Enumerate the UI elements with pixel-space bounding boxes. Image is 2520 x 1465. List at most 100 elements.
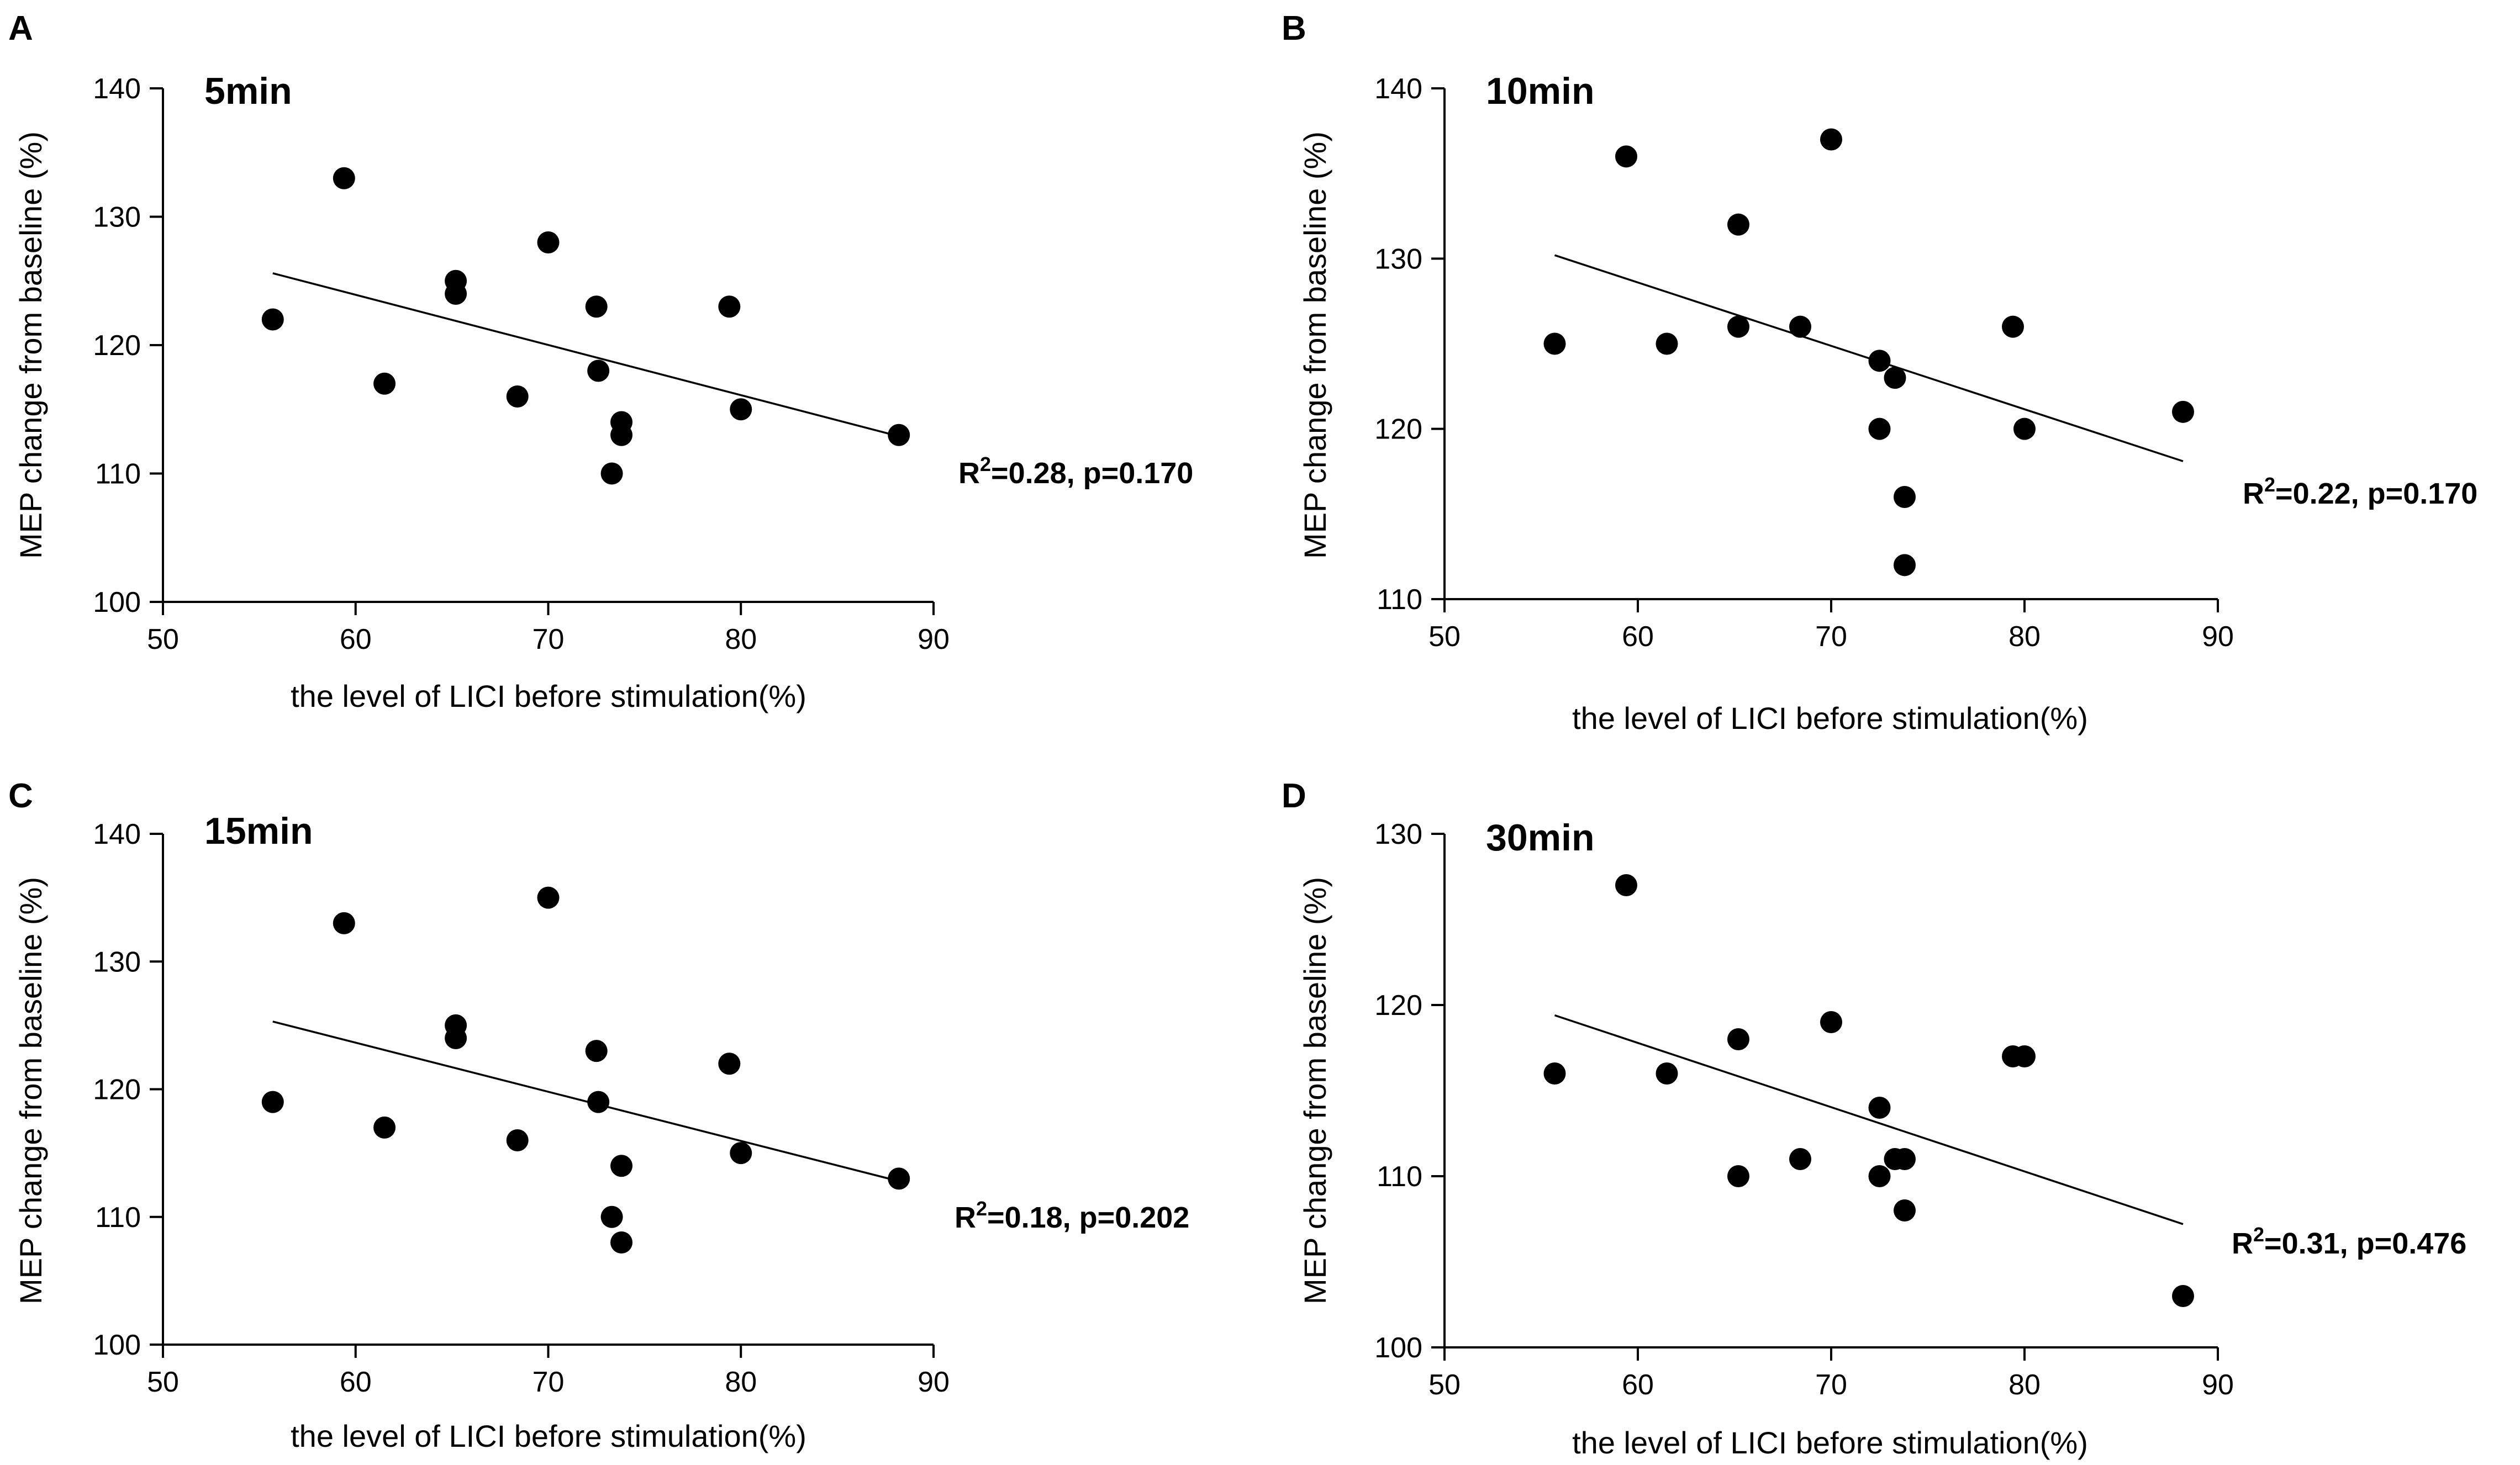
panel-b: B 10min 50 60 70 80 90 110 120 130 140 the level of…	[1282, 9, 2477, 736]
data-point	[718, 1053, 741, 1075]
data-point	[610, 1155, 633, 1177]
x-axis-label: the level of LICI before stimulation(%)	[291, 679, 806, 713]
stat-annotation: R2=0.28, p=0.170	[958, 453, 1193, 490]
x-tick-label: 50	[147, 623, 179, 655]
data-point	[506, 1129, 529, 1151]
data-point	[1894, 1148, 1916, 1170]
data-point	[587, 359, 610, 382]
y-tick-label: 140	[1374, 73, 1422, 105]
y-tick-label: 120	[93, 330, 141, 362]
y-tick-label: 110	[1377, 1161, 1422, 1193]
data-point	[1868, 1097, 1891, 1119]
data-point	[1727, 213, 1749, 236]
data-point	[610, 424, 633, 446]
regression-line	[272, 272, 899, 437]
x-tick-label: 60	[340, 623, 372, 655]
x-tick-label: 50	[1428, 1369, 1461, 1401]
data-point	[2172, 1285, 2194, 1307]
y-axis-label: MEP change from baseline (%)	[1298, 877, 1332, 1304]
data-point	[1894, 1199, 1916, 1221]
data-point	[1727, 1028, 1749, 1050]
data-point	[1820, 1011, 1842, 1033]
panel-letter: D	[1282, 777, 1306, 815]
x-tick-label: 90	[2202, 1369, 2234, 1401]
x-tick-label: 70	[533, 1366, 565, 1398]
data-point	[1789, 1148, 1811, 1170]
data-point	[600, 462, 623, 485]
data-point	[445, 283, 467, 305]
panel-letter: C	[8, 777, 33, 815]
panel-letter: B	[1282, 9, 1306, 47]
data-point	[730, 1142, 752, 1165]
x-tick-label: 80	[2008, 621, 2041, 653]
data-point	[1615, 874, 1637, 896]
data-point	[261, 308, 284, 331]
y-tick-label: 120	[1374, 990, 1422, 1022]
x-tick-label: 50	[1428, 621, 1461, 653]
y-tick-label: 120	[1374, 414, 1422, 446]
data-point	[587, 1091, 610, 1113]
y-tick-label: 110	[95, 458, 141, 490]
panel-a: A 5min 50 60 70 80 90 100 110 120 130 140 the level …	[8, 9, 1193, 713]
data-point	[537, 231, 560, 253]
y-axis-label: MEP change from baseline (%)	[13, 877, 48, 1304]
y-tick-label: 130	[93, 202, 141, 234]
data-point	[1894, 486, 1916, 508]
y-tick-label: 130	[93, 946, 141, 978]
y-tick-label: 120	[93, 1074, 141, 1106]
data-point	[373, 1116, 396, 1139]
y-tick-label: 110	[1377, 584, 1422, 616]
x-tick-label: 60	[340, 1366, 372, 1398]
x-tick-label: 90	[918, 1366, 950, 1398]
stat-annotation: R2=0.22, p=0.170	[2243, 473, 2477, 510]
data-point	[1868, 417, 1891, 440]
y-tick-label: 140	[93, 818, 141, 850]
data-point	[1894, 554, 1916, 577]
y-tick-label: 130	[1374, 818, 1422, 850]
stat-annotation: R2=0.31, p=0.476	[2232, 1223, 2466, 1260]
y-tick-label: 130	[1374, 243, 1422, 275]
y-axis-label: MEP change from baseline (%)	[13, 131, 48, 559]
x-tick-label: 70	[533, 623, 565, 655]
data-point	[333, 167, 355, 189]
x-tick-label: 60	[1622, 1369, 1654, 1401]
data-point	[1820, 128, 1842, 151]
x-tick-label: 80	[725, 1366, 757, 1398]
data-point	[888, 424, 910, 446]
data-point	[1543, 332, 1566, 355]
regression-line	[1554, 1014, 2184, 1225]
data-point	[1656, 332, 1678, 355]
x-tick-label: 80	[2008, 1369, 2041, 1401]
panel-letter: A	[8, 9, 33, 47]
data-point	[888, 1167, 910, 1190]
data-point	[585, 1040, 608, 1062]
data-point	[445, 1027, 467, 1049]
panel-title: 10min	[1486, 70, 1595, 112]
data-point	[1884, 367, 1906, 389]
data-point	[610, 1231, 633, 1254]
y-tick-label: 100	[93, 1329, 141, 1361]
x-axis-label: the level of LICI before stimulation(%)	[291, 1419, 806, 1453]
panel-title: 15min	[204, 810, 313, 852]
stat-annotation: R2=0.18, p=0.202	[955, 1197, 1189, 1234]
data-point	[1727, 1165, 1749, 1187]
data-point	[730, 398, 752, 421]
x-axis-label: the level of LICI before stimulation(%)	[1572, 1425, 2088, 1460]
x-tick-label: 60	[1622, 621, 1654, 653]
data-point	[506, 385, 529, 408]
panel-d: D 30min 50 60 70 80 90 100 110 120 130 the level of…	[1282, 777, 2466, 1460]
y-axis-label: MEP change from baseline (%)	[1298, 131, 1332, 559]
regression-line	[272, 1020, 899, 1182]
data-point	[1543, 1062, 1566, 1085]
y-tick-label: 100	[93, 586, 141, 618]
data-point	[1615, 145, 1637, 168]
x-tick-label: 50	[147, 1366, 179, 1398]
data-point	[718, 295, 741, 318]
data-point	[373, 372, 396, 395]
data-point	[537, 886, 560, 909]
data-point	[1727, 315, 1749, 338]
data-point	[1868, 1165, 1891, 1187]
panel-c: C 15min 50 60 70 80 90 100 110 120 130 140 the level…	[8, 777, 1189, 1453]
data-point	[261, 1091, 284, 1113]
